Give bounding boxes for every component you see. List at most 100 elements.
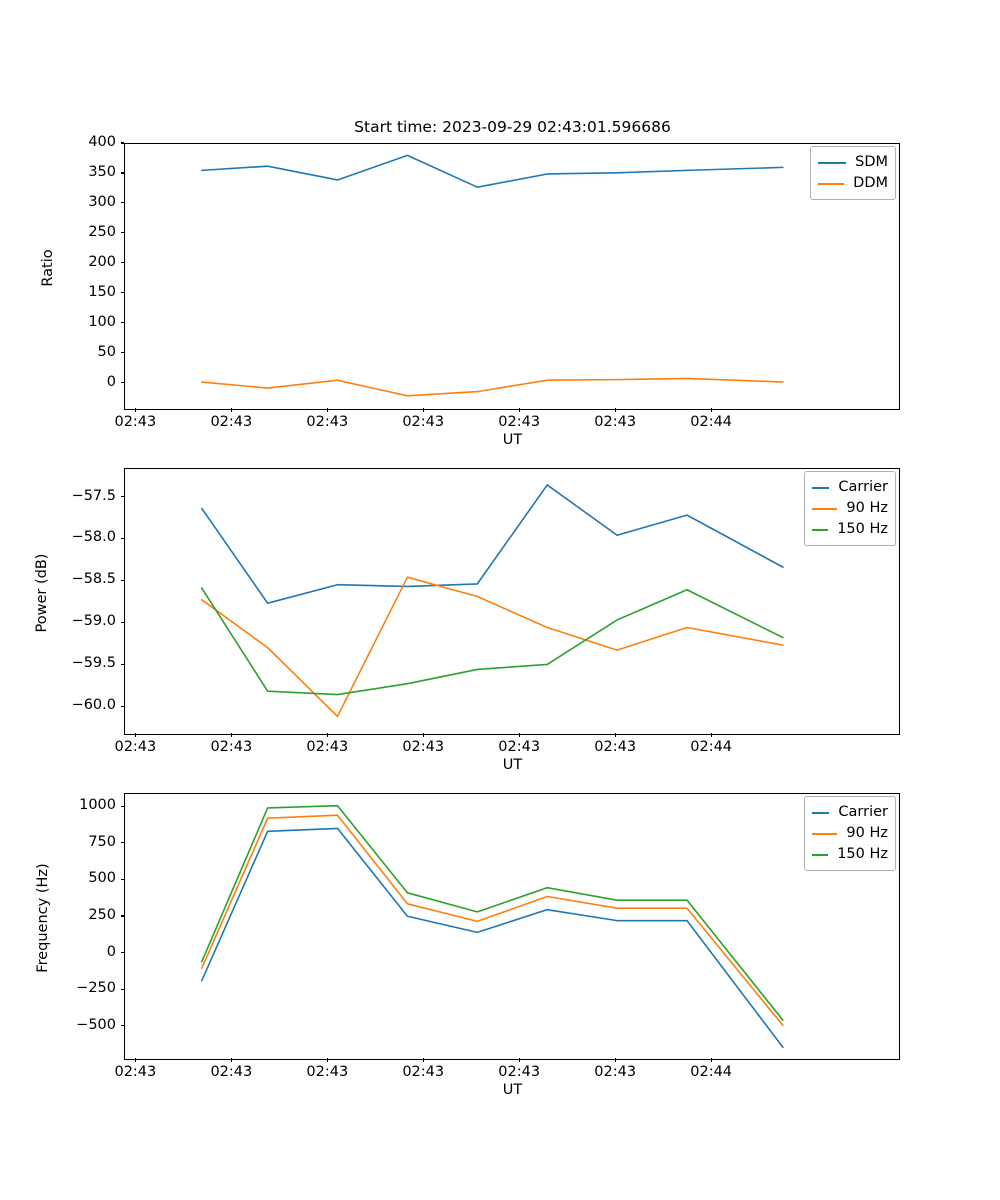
xtick-mark: [230, 1058, 232, 1062]
ytick-mark: [120, 292, 124, 294]
ytick-mark: [120, 382, 124, 384]
xtick-label: 02:43: [306, 414, 349, 430]
xtick-mark: [710, 733, 712, 737]
xtick-mark: [518, 733, 520, 737]
ytick-label: −58.0: [71, 529, 116, 546]
xtick-label: 02:43: [210, 1064, 253, 1080]
legend-label: 90 Hz: [846, 500, 888, 516]
ytick-label: 50: [97, 343, 116, 360]
xtick-label: 02:44: [690, 414, 733, 430]
xtick-mark: [134, 408, 136, 412]
ytick-label: −58.5: [71, 571, 116, 588]
legend-swatch-icon: [812, 811, 830, 814]
xtick-mark: [326, 1058, 328, 1062]
legend-item-carrier[interactable]: Carrier: [812, 802, 888, 823]
ytick-mark: [120, 262, 124, 264]
ytick-label: −60.0: [71, 697, 116, 714]
xtick-mark: [614, 1058, 616, 1062]
xtick-label: 02:43: [210, 739, 253, 755]
legend-item-90-hz[interactable]: 90 Hz: [812, 498, 888, 519]
xtick-mark: [710, 408, 712, 412]
ytick-mark: [120, 172, 124, 174]
xtick-mark: [422, 733, 424, 737]
xtick-mark: [614, 733, 616, 737]
ytick-mark: [120, 621, 124, 623]
legend-item-90-hz[interactable]: 90 Hz: [812, 823, 888, 844]
power-plot-lines: [200, 484, 784, 718]
figure-title: Start time: 2023-09-29 02:43:01.596686: [354, 118, 671, 136]
power-legend[interactable]: Carrier 90 Hz 150 Hz: [804, 471, 896, 546]
power-axes: [124, 468, 900, 735]
xtick-label: 02:43: [594, 414, 637, 430]
xtick-mark: [134, 733, 136, 737]
series-line-carrier: [200, 484, 784, 604]
xtick-label: 02:43: [114, 1064, 157, 1080]
ratio-axes: [124, 143, 900, 410]
legend-swatch-icon: [818, 182, 845, 185]
xtick-mark: [422, 1058, 424, 1062]
xtick-label: 02:43: [594, 739, 637, 755]
ytick-mark: [120, 142, 124, 144]
frequency-legend[interactable]: Carrier 90 Hz 150 Hz: [804, 796, 896, 871]
legend-label: SDM: [855, 154, 888, 170]
ytick-mark: [120, 842, 124, 844]
xtick-label: 02:43: [306, 1064, 349, 1080]
ytick-label: −57.5: [71, 487, 116, 504]
frequency-axes: [124, 793, 900, 1060]
xtick-mark: [422, 408, 424, 412]
series-line-90-hz: [200, 814, 784, 1027]
ytick-mark: [120, 805, 124, 807]
legend-swatch-icon: [812, 832, 838, 835]
legend-label: DDM: [853, 175, 888, 191]
legend-swatch-icon: [812, 507, 838, 510]
ytick-label: 250: [88, 906, 116, 923]
xtick-label: 02:43: [594, 1064, 637, 1080]
ytick-mark: [120, 988, 124, 990]
ytick-mark: [120, 1025, 124, 1027]
xtick-label: 02:43: [498, 739, 541, 755]
ytick-mark: [120, 537, 124, 539]
ytick-mark: [120, 202, 124, 204]
xtick-mark: [326, 733, 328, 737]
ytick-label: 0: [106, 373, 116, 390]
xtick-mark: [518, 1058, 520, 1062]
ytick-label: −250: [76, 980, 116, 997]
legend-label: 90 Hz: [846, 825, 888, 841]
ytick-label: 250: [88, 223, 116, 240]
ytick-label: 350: [88, 163, 116, 180]
ytick-mark: [120, 495, 124, 498]
legend-label: 150 Hz: [837, 846, 888, 862]
legend-item-carrier[interactable]: Carrier: [812, 477, 888, 498]
xtick-label: 02:43: [306, 739, 349, 755]
ytick-label: 0: [106, 943, 116, 960]
legend-swatch-icon: [812, 853, 829, 856]
ytick-label: 1000: [79, 797, 116, 814]
xtick-mark: [134, 1058, 136, 1062]
legend-item-ddm[interactable]: DDM: [818, 173, 888, 194]
ytick-mark: [120, 915, 124, 917]
legend-item-sdm[interactable]: SDM: [818, 152, 888, 173]
ytick-label: −59.5: [71, 655, 116, 672]
ytick-mark: [120, 232, 124, 234]
legend-label: Carrier: [838, 804, 888, 820]
xtick-label: 02:43: [114, 414, 157, 430]
legend-label: 150 Hz: [837, 521, 888, 537]
ratio-plot-lines: [200, 154, 784, 397]
xtick-label: 02:43: [402, 414, 445, 430]
legend-swatch-icon: [812, 528, 829, 531]
xtick-mark: [710, 1058, 712, 1062]
xtick-mark: [614, 408, 616, 412]
ytick-mark: [120, 322, 124, 324]
ytick-label: −500: [76, 1016, 116, 1033]
ytick-mark: [120, 705, 124, 707]
ratio-legend[interactable]: SDM DDM: [810, 146, 896, 200]
xtick-mark: [230, 733, 232, 737]
legend-item-150-hz[interactable]: 150 Hz: [812, 519, 888, 540]
ytick-label: 100: [88, 313, 116, 330]
legend-swatch-icon: [818, 161, 847, 164]
ytick-mark: [120, 878, 124, 880]
xtick-label: 02:43: [498, 414, 541, 430]
xtick-label: 02:43: [498, 1064, 541, 1080]
legend-item-150-hz[interactable]: 150 Hz: [812, 844, 888, 865]
